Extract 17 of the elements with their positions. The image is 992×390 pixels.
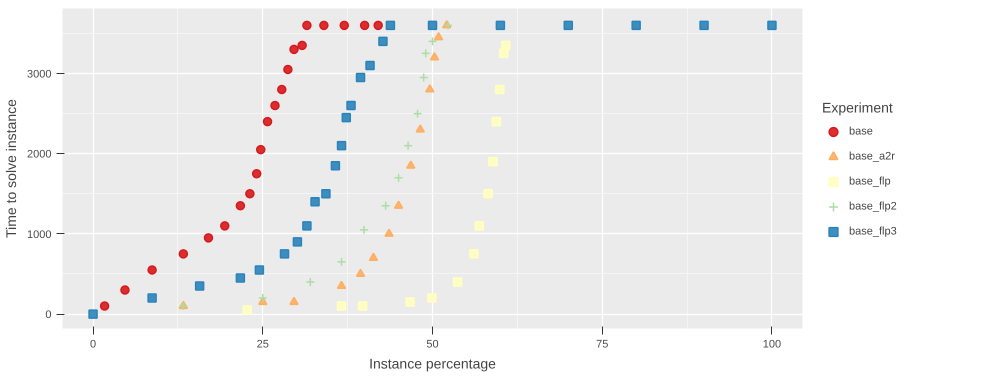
x-tick-label: 25 [256, 338, 269, 350]
x-tick-label: 100 [762, 338, 782, 350]
x-axis-title: Instance percentage [369, 356, 496, 372]
x-tick-label: 0 [90, 338, 96, 350]
x-tick-label: 50 [426, 338, 439, 350]
legend-label: base [849, 126, 873, 138]
legend-label: base_flp [849, 176, 891, 188]
y-axis-title: Time to solve instance [3, 98, 20, 238]
y-tick-label: 0 [45, 309, 52, 322]
y-tick-label: 1000 [27, 228, 52, 241]
legend-title: Experiment [822, 100, 894, 116]
legend-label: base_flp3 [849, 226, 897, 238]
legend-label: base_flp2 [849, 200, 897, 212]
y-tick-label: 3000 [27, 68, 52, 80]
legend-label: base_a2r [849, 150, 895, 162]
y-tick-label: 2000 [27, 148, 52, 161]
x-tick-label: 75 [596, 338, 608, 350]
